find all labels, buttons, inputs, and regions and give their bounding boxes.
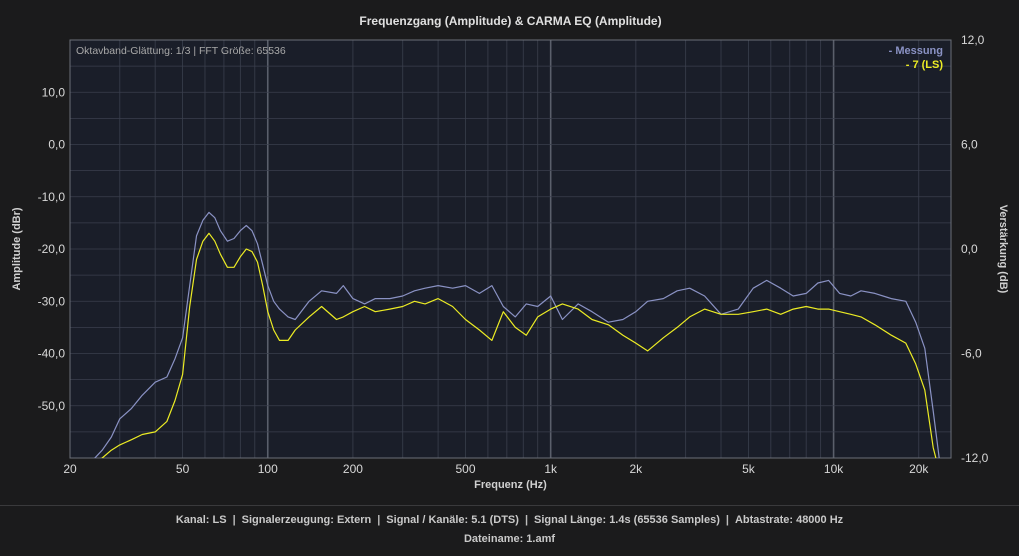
- footer-abtastrate: Abtastrate: 48000 Hz: [734, 514, 844, 526]
- footer-separator: |: [524, 514, 529, 526]
- x-tick-label: 1k: [544, 462, 558, 476]
- plot-frame: [69, 39, 952, 459]
- footer-kanal: Kanal: LS: [175, 514, 227, 526]
- chart-svg: Frequenzgang (Amplitude) & CARMA EQ (Amp…: [11, 14, 1009, 491]
- footer-signalerzeugung: Signalerzeugung: Extern: [241, 514, 372, 526]
- x-tick-label: 10k: [824, 462, 844, 476]
- y2-tick-label: -6,0: [961, 347, 982, 361]
- footer-separator: |: [725, 514, 729, 526]
- chart-subtitle: Oktavband-Glättung: 1/3 | FFT Größe: 655…: [76, 45, 286, 57]
- y-tick-label: -20,0: [38, 242, 66, 256]
- footer-filename-line: Dateiname: 1.amf: [0, 533, 1019, 545]
- chart-title: Frequenzgang (Amplitude) & CARMA EQ (Amp…: [359, 14, 661, 28]
- y-axis-label: Amplitude (dBr): [11, 207, 23, 290]
- y-tick-label: -40,0: [38, 347, 66, 361]
- legend-entry: - 7 (LS): [906, 59, 944, 71]
- x-tick-label: 50: [176, 462, 190, 476]
- y-tick-label: -30,0: [38, 294, 66, 308]
- footer-divider: [0, 505, 1019, 506]
- series-line-0: [94, 211, 940, 458]
- footer-dateiname: Dateiname: 1.amf: [463, 533, 556, 545]
- x-axis-label: Frequenz (Hz): [474, 479, 547, 491]
- x-tick-label: 2k: [629, 462, 643, 476]
- x-tick-label: 500: [455, 462, 475, 476]
- frequency-response-chart: Frequenzgang (Amplitude) & CARMA EQ (Amp…: [11, 14, 1009, 491]
- x-tick-label: 20: [63, 462, 77, 476]
- x-tick-label: 5k: [742, 462, 756, 476]
- y-tick-label: -50,0: [38, 399, 66, 413]
- x-tick-label: 20k: [909, 462, 929, 476]
- footer-signal-laenge: Signal Länge: 1.4s (65536 Samples): [534, 514, 720, 526]
- y2-tick-label: 12,0: [961, 33, 985, 47]
- x-tick-label: 200: [343, 462, 363, 476]
- y-tick-label: -10,0: [38, 190, 66, 204]
- y-tick-label: 10,0: [42, 85, 66, 99]
- y2-tick-label: -12,0: [961, 451, 989, 465]
- y2-axis-label: Verstärkung (dB): [997, 205, 1009, 294]
- series-line-1: [100, 232, 937, 458]
- y2-tick-label: 0,0: [961, 242, 978, 256]
- footer-separator: |: [377, 514, 381, 526]
- legend-entry: - Messung: [889, 45, 943, 57]
- footer-separator: |: [232, 514, 236, 526]
- footer-info-line: Kanal: LS | Signalerzeugung: Extern | Signal…: [0, 514, 1019, 526]
- y-tick-label: 0,0: [48, 138, 65, 152]
- x-tick-label: 100: [258, 462, 278, 476]
- y2-tick-label: 6,0: [961, 138, 978, 152]
- footer-signal-kanaele: Signal / Kanäle: 5.1 (DTS): [386, 514, 519, 526]
